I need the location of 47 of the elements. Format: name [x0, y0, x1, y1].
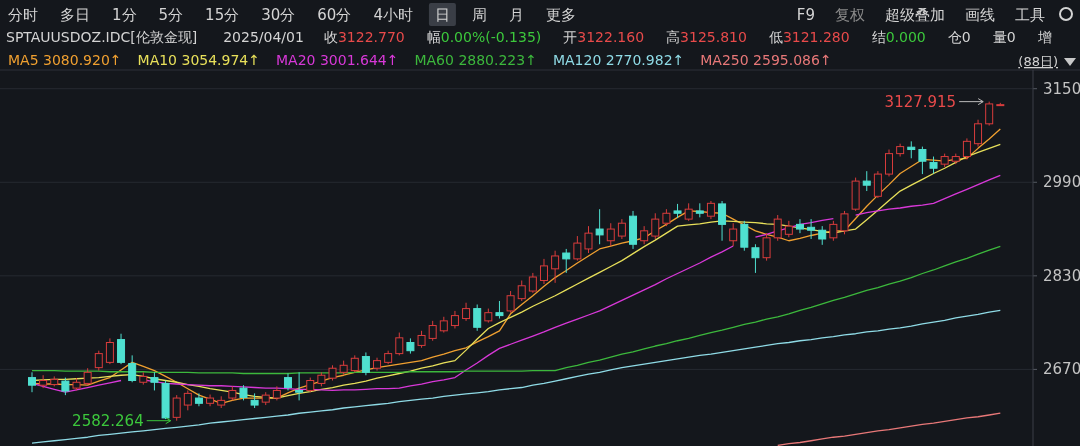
- text: 高3125.810: [666, 29, 747, 45]
- y-tick-label: 2990: [1043, 173, 1080, 192]
- text: MA5: [8, 52, 44, 68]
- text: 2770.982↑: [605, 52, 685, 68]
- text: 结0.000: [871, 29, 926, 45]
- chart-title: SPTAUUSDOZ.IDC[伦敦金现]: [6, 29, 198, 45]
- text: 60分: [317, 6, 352, 24]
- text: MA10: [137, 52, 182, 68]
- text: 4小时: [373, 6, 413, 24]
- text: 15分: [205, 6, 240, 24]
- text: 工具: [1015, 6, 1045, 24]
- text: 分时: [8, 6, 38, 24]
- chart-subtitle: 2025/04/01: [223, 29, 304, 45]
- text: MA60: [414, 52, 459, 68]
- text: 超级叠加: [885, 6, 945, 24]
- text: 5分: [158, 6, 184, 24]
- text: 3001.644↑: [319, 52, 399, 68]
- annotation: 3127.915: [884, 92, 957, 111]
- text: 3080.920↑: [43, 52, 122, 68]
- text: 开3122.160: [563, 29, 645, 45]
- text: 更多: [545, 6, 576, 24]
- text: 画线: [965, 6, 995, 24]
- text: 1分: [112, 6, 137, 24]
- text: MA20: [276, 52, 320, 68]
- text: 多日: [60, 6, 90, 24]
- y-tick-label: 2670: [1043, 360, 1080, 379]
- text: 仓0: [947, 29, 971, 45]
- text: 30分: [261, 6, 296, 24]
- text: 2880.223↑: [458, 52, 537, 68]
- text: MA250: [700, 52, 754, 68]
- text: 增: [1036, 29, 1052, 45]
- y-tick-label: 3150: [1043, 79, 1080, 98]
- text: MA120: [552, 52, 606, 68]
- text: 周: [471, 6, 487, 24]
- text: 复权: [835, 6, 865, 24]
- text: 量0: [992, 29, 1016, 45]
- text: (88日): [1018, 54, 1058, 69]
- text: 幅0.00%(-0.135): [426, 29, 542, 45]
- annotation: 2582.264: [72, 411, 144, 430]
- text: 2595.086↑: [753, 52, 832, 68]
- text: F9: [796, 6, 815, 24]
- text: 3054.974↑: [181, 52, 260, 68]
- y-tick-label: 2830: [1043, 266, 1080, 285]
- text: 日: [434, 6, 450, 24]
- text: 月: [508, 6, 524, 24]
- text: 低3121.280: [768, 29, 850, 45]
- text: 收3122.770: [323, 29, 405, 45]
